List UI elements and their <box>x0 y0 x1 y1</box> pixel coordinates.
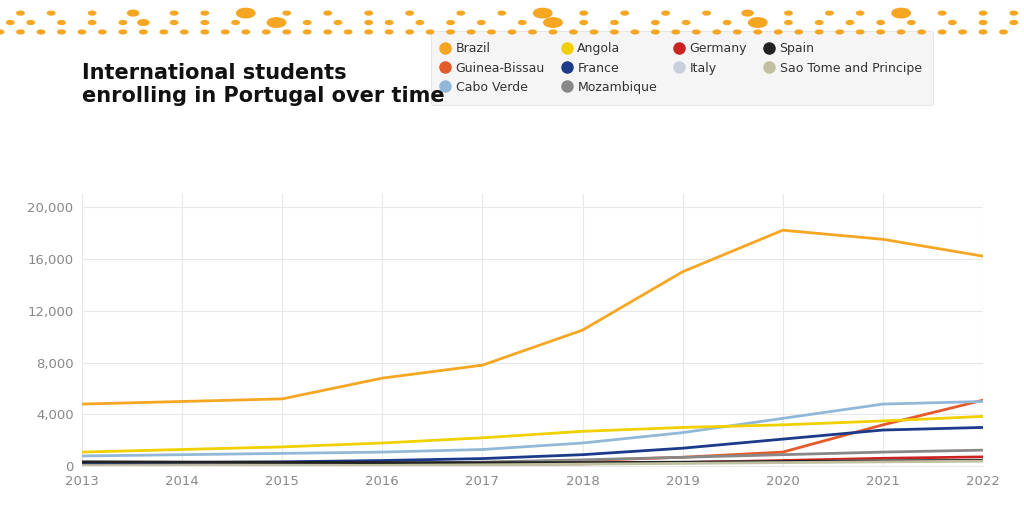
Legend: Brazil, Guinea-Bissau, Cabo Verde, Angola, France, Mozambique, Germany, Italy, S: Brazil, Guinea-Bissau, Cabo Verde, Angol… <box>431 31 933 105</box>
Text: International students
enrolling in Portugal over time: International students enrolling in Port… <box>82 63 444 106</box>
